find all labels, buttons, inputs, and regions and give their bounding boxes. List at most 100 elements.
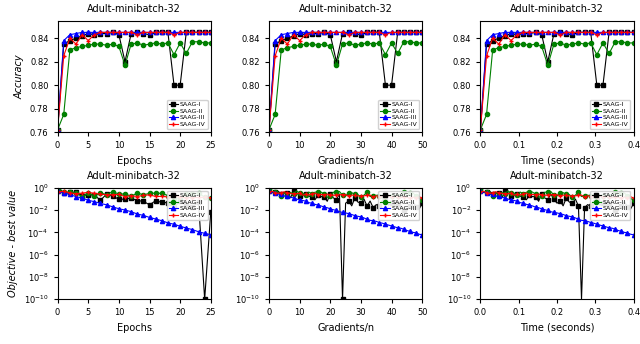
SAAG-III — [290, 30, 298, 34]
SAAG-III — [115, 207, 123, 211]
SAAG-II — [630, 41, 637, 45]
SAAG-III — [84, 198, 92, 202]
SAAG-IV — [529, 192, 536, 196]
SAAG-IV — [630, 196, 637, 200]
SAAG-III — [97, 30, 104, 34]
SAAG-IV — [419, 196, 426, 200]
SAAG-I — [170, 83, 178, 87]
SAAG-IV — [97, 30, 104, 34]
SAAG-IV — [176, 30, 184, 34]
SAAG-I — [207, 209, 214, 214]
SAAG-I — [84, 193, 92, 197]
SAAG-IV — [109, 30, 116, 34]
SAAG-I — [630, 30, 637, 34]
SAAG-I — [627, 207, 634, 211]
SAAG-II — [400, 40, 408, 44]
SAAG-IV — [195, 30, 202, 34]
SAAG-III — [630, 233, 637, 237]
Y-axis label: Objective - best value: Objective - best value — [8, 190, 19, 297]
SAAG-III — [195, 230, 202, 234]
SAAG-III — [127, 209, 135, 214]
SAAG-II — [525, 43, 533, 47]
SAAG-IV — [189, 195, 196, 200]
SAAG-I — [189, 30, 196, 34]
SAAG-III — [477, 128, 484, 132]
SAAG-IV — [265, 128, 273, 132]
Legend: SAAG-I, SAAG-II, SAAG-III, SAAG-IV: SAAG-I, SAAG-II, SAAG-III, SAAG-IV — [378, 100, 419, 129]
SAAG-IV — [182, 30, 190, 34]
SAAG-II — [299, 43, 307, 47]
SAAG-III — [90, 30, 98, 34]
Line: SAAG-I: SAAG-I — [267, 185, 424, 301]
SAAG-II — [90, 194, 98, 198]
SAAG-III — [299, 198, 307, 203]
SAAG-I — [140, 199, 147, 203]
SAAG-II — [578, 194, 586, 198]
SAAG-IV — [419, 30, 426, 34]
SAAG-III — [72, 32, 80, 36]
SAAG-II — [578, 42, 586, 46]
SAAG-II — [158, 42, 166, 46]
SAAG-III — [587, 221, 595, 225]
SAAG-III — [265, 189, 273, 193]
SAAG-III — [419, 30, 426, 34]
SAAG-II — [133, 41, 141, 45]
SAAG-III — [115, 30, 123, 34]
SAAG-II — [176, 195, 184, 200]
SAAG-II — [152, 191, 159, 195]
Line: SAAG-I: SAAG-I — [56, 185, 213, 301]
X-axis label: Epochs: Epochs — [116, 156, 152, 166]
SAAG-III — [170, 222, 178, 226]
SAAG-IV — [590, 194, 598, 198]
SAAG-IV — [103, 193, 111, 197]
SAAG-IV — [158, 30, 166, 34]
SAAG-I — [72, 190, 80, 194]
SAAG-III — [78, 30, 86, 34]
SAAG-II — [510, 191, 518, 195]
Title: Adult-minibatch-32: Adult-minibatch-32 — [299, 172, 392, 182]
SAAG-III — [170, 30, 178, 34]
Line: SAAG-III: SAAG-III — [267, 189, 424, 237]
SAAG-III — [578, 218, 586, 223]
SAAG-I — [522, 32, 530, 36]
SAAG-III — [510, 198, 518, 203]
SAAG-I — [103, 192, 111, 196]
SAAG-IV — [207, 195, 214, 200]
SAAG-I — [60, 42, 68, 46]
SAAG-IV — [378, 32, 386, 36]
SAAG-III — [314, 30, 322, 34]
SAAG-II — [78, 44, 86, 49]
SAAG-I — [510, 193, 518, 197]
SAAG-IV — [97, 192, 104, 196]
SAAG-IV — [66, 191, 74, 195]
SAAG-II — [60, 112, 68, 117]
SAAG-III — [630, 30, 637, 34]
SAAG-III — [522, 202, 530, 206]
SAAG-III — [189, 228, 196, 232]
SAAG-III — [378, 30, 386, 34]
SAAG-II — [170, 197, 178, 201]
SAAG-IV — [54, 190, 61, 194]
SAAG-I — [299, 32, 307, 36]
SAAG-IV — [189, 30, 196, 34]
SAAG-II — [66, 190, 74, 194]
SAAG-I — [378, 198, 386, 202]
SAAG-I — [176, 199, 184, 203]
SAAG-I — [265, 185, 273, 189]
SAAG-III — [133, 212, 141, 216]
SAAG-III — [314, 203, 322, 207]
SAAG-IV — [201, 30, 209, 34]
SAAG-I — [477, 128, 484, 132]
SAAG-III — [415, 232, 423, 236]
SAAG-IV — [158, 194, 166, 198]
SAAG-III — [369, 30, 377, 34]
SAAG-IV — [580, 30, 588, 34]
SAAG-IV — [90, 191, 98, 195]
SAAG-III — [419, 233, 426, 237]
SAAG-III — [72, 195, 80, 199]
Line: SAAG-II: SAAG-II — [267, 187, 424, 202]
SAAG-III — [176, 224, 184, 228]
SAAG-II — [195, 191, 202, 195]
SAAG-I — [311, 198, 319, 202]
SAAG-I — [90, 193, 98, 197]
